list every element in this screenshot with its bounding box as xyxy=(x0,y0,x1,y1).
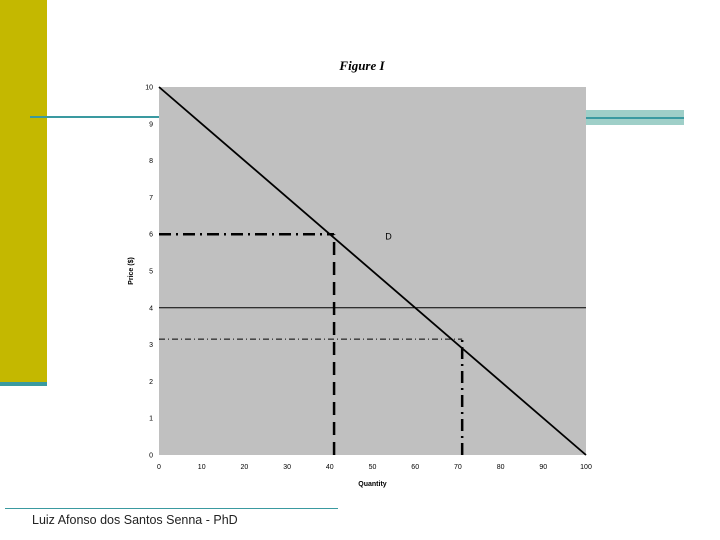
x-tick-label: 30 xyxy=(283,464,291,471)
y-axis-title: Price ($) xyxy=(128,257,135,285)
reference-lines xyxy=(159,232,586,455)
y-tick-label: 4 xyxy=(149,305,153,312)
x-tick-label: 70 xyxy=(454,464,462,471)
y-tick-label: 9 xyxy=(149,121,153,128)
x-tick-label: 100 xyxy=(580,464,592,471)
x-tick-label: 20 xyxy=(241,464,249,471)
x-tick-labels: 0 10 20 30 40 50 60 70 80 90 100 xyxy=(157,464,592,471)
x-tick-label: 60 xyxy=(411,464,419,471)
curve-label: D xyxy=(385,232,392,242)
x-tick-label: 40 xyxy=(326,464,334,471)
x-tick-label: 90 xyxy=(539,464,547,471)
title-rule-left xyxy=(30,116,159,118)
y-tick-label: 10 xyxy=(145,85,153,92)
x-tick-label: 10 xyxy=(198,464,206,471)
y-tick-label: 6 xyxy=(149,232,153,239)
title-rule-right xyxy=(586,117,684,119)
y-tick-label: 7 xyxy=(149,195,153,202)
footer-rule xyxy=(5,508,338,509)
left-accent-bar xyxy=(0,0,47,382)
y-tick-label: 2 xyxy=(149,379,153,386)
y-tick-labels: 0 1 2 3 4 5 6 7 8 9 10 xyxy=(145,85,153,460)
series-lines xyxy=(158,86,587,456)
chart-title: Figure I xyxy=(338,58,385,73)
x-tick-label: 80 xyxy=(497,464,505,471)
y-tick-label: 5 xyxy=(149,269,153,276)
demand-curve xyxy=(158,86,587,456)
x-axis-title: Quantity xyxy=(358,481,386,488)
x-tick-label: 0 xyxy=(157,464,161,471)
annotations: D xyxy=(385,232,392,242)
y-tick-label: 0 xyxy=(149,453,153,460)
left-accent-bar-base xyxy=(0,382,47,386)
footer-author: Luiz Afonso dos Santos Senna - PhD xyxy=(32,513,238,527)
x-tick-label: 50 xyxy=(369,464,377,471)
y-tick-label: 8 xyxy=(149,158,153,165)
y-tick-label: 3 xyxy=(149,342,153,349)
y-tick-label: 1 xyxy=(149,416,153,423)
